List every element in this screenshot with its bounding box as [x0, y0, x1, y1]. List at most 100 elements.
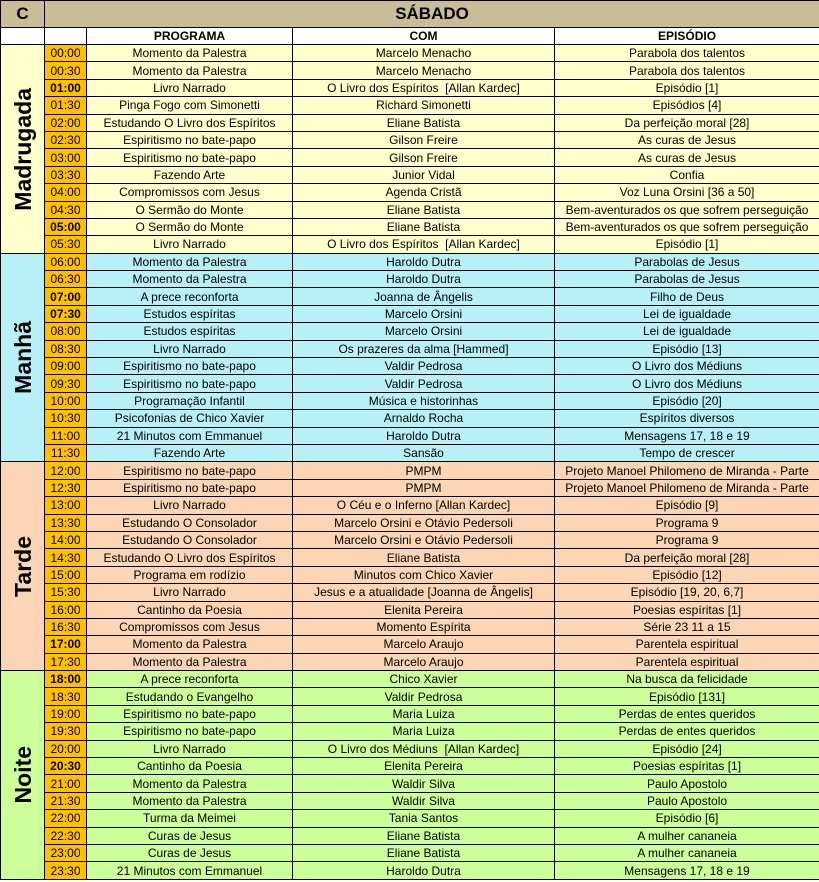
episodio-cell[interactable]: Poesias espíritas [1] [553, 600, 819, 619]
com-cell[interactable]: Maria Luiza [292, 722, 555, 741]
com-cell[interactable]: Junior Vidal [292, 165, 555, 185]
time-cell[interactable]: 07:30 [44, 304, 87, 324]
com-cell[interactable]: O Livro dos Espíritos [Allan Kardec] [292, 235, 555, 254]
com-cell[interactable]: Haroldo Dutra [292, 426, 555, 445]
time-cell[interactable]: 17:00 [44, 635, 87, 654]
com-cell[interactable]: Marcelo Araujo [292, 635, 555, 654]
com-cell[interactable]: Eliane Batista [292, 548, 555, 567]
episodio-cell[interactable]: As curas de Jesus [553, 130, 819, 150]
com-cell[interactable]: O Céu e o Inferno [Allan Kardec] [292, 496, 555, 515]
com-cell[interactable]: Eliane Batista [292, 826, 555, 845]
period-label-cell[interactable]: Noite [0, 670, 45, 880]
episodio-cell[interactable]: Série 23 11 a 15 [553, 617, 819, 637]
column-header-episodio[interactable]: EPISÓDIO [553, 27, 819, 45]
episodio-cell[interactable]: Parabolas de Jesus [553, 252, 819, 272]
episodio-cell[interactable]: Episódio [1] [553, 78, 819, 98]
com-cell[interactable]: O Livro dos Médiuns [Allan Kardec] [292, 739, 555, 759]
episodio-cell[interactable]: Episódio [1] [553, 235, 819, 254]
programa-cell[interactable]: Momento da Palestra [86, 43, 293, 63]
time-cell[interactable]: 06:00 [44, 252, 87, 272]
time-cell[interactable]: 14:00 [44, 530, 87, 550]
com-cell[interactable]: Elenita Pereira [292, 757, 555, 776]
time-cell[interactable]: 07:00 [44, 287, 87, 306]
programa-cell[interactable]: Estudando O Livro dos Espíritos [86, 113, 293, 132]
time-cell[interactable]: 20:30 [44, 757, 87, 776]
time-cell[interactable]: 05:00 [44, 217, 87, 237]
time-cell[interactable]: 22:00 [44, 809, 87, 828]
time-cell[interactable]: 04:30 [44, 200, 87, 219]
episodio-cell[interactable]: Episódio [19, 20, 6,7] [553, 583, 819, 602]
episodio-cell[interactable]: Da perfeição moral [28] [553, 113, 819, 132]
episodio-cell[interactable]: Paulo Apostolo [553, 774, 819, 793]
episodio-cell[interactable]: Episódio [24] [553, 739, 819, 759]
programa-cell[interactable]: 21 Minutos com Emmanuel [86, 861, 293, 880]
com-cell[interactable]: PMPM [292, 461, 555, 480]
time-cell[interactable]: 06:30 [44, 270, 87, 289]
column-header-com[interactable]: COM [292, 27, 555, 45]
time-cell[interactable]: 01:00 [44, 78, 87, 98]
com-cell[interactable]: Minutos com Chico Xavier [292, 565, 555, 585]
time-cell[interactable]: 19:30 [44, 722, 87, 741]
time-cell[interactable]: 22:30 [44, 826, 87, 845]
empty-header-cell[interactable] [0, 27, 45, 45]
time-cell[interactable]: 23:30 [44, 861, 87, 880]
time-cell[interactable]: 02:30 [44, 130, 87, 150]
episodio-cell[interactable]: Episódios [4] [553, 96, 819, 115]
episodio-cell[interactable]: Espíritos diversos [553, 409, 819, 428]
time-cell[interactable]: 00:00 [44, 43, 87, 63]
time-cell[interactable]: 15:00 [44, 565, 87, 585]
programa-cell[interactable]: Compromissos com Jesus [86, 183, 293, 202]
com-cell[interactable]: Haroldo Dutra [292, 270, 555, 289]
time-cell[interactable]: 03:00 [44, 148, 87, 167]
com-cell[interactable]: Eliane Batista [292, 113, 555, 132]
episodio-cell[interactable]: Projeto Manoel Philomeno de Miranda - Pa… [553, 478, 819, 498]
time-cell[interactable]: 03:30 [44, 165, 87, 185]
programa-cell[interactable]: Espiritismo no bate-papo [86, 704, 293, 724]
com-cell[interactable]: Marcelo Orsini e Otávio Pedersoli [292, 530, 555, 550]
episodio-cell[interactable]: Parabola dos talentos [553, 43, 819, 63]
episodio-cell[interactable]: Bem-aventurados os que sofrem perseguiçã… [553, 200, 819, 219]
programa-cell[interactable]: Programação Infantil [86, 391, 293, 411]
programa-cell[interactable]: Momento da Palestra [86, 652, 293, 672]
episodio-cell[interactable]: Poesias espíritas [1] [553, 757, 819, 776]
episodio-cell[interactable]: Na busca da felicidade [553, 670, 819, 689]
com-cell[interactable]: Música e historinhas [292, 391, 555, 411]
time-cell[interactable]: 04:00 [44, 183, 87, 202]
com-cell[interactable]: Waldir Silva [292, 791, 555, 811]
period-label-cell[interactable]: Manhã [0, 252, 45, 463]
programa-cell[interactable]: Fazendo Arte [86, 443, 293, 463]
com-cell[interactable]: Marcelo Menacho [292, 61, 555, 80]
time-cell[interactable]: 00:30 [44, 61, 87, 80]
com-cell[interactable]: Momento Espírita [292, 617, 555, 637]
episodio-cell[interactable]: A mulher cananeia [553, 843, 819, 863]
episodio-cell[interactable]: Programa 9 [553, 513, 819, 532]
episodio-cell[interactable]: Da perfeição moral [28] [553, 548, 819, 567]
time-cell[interactable]: 14:30 [44, 548, 87, 567]
time-cell[interactable]: 18:00 [44, 670, 87, 689]
programa-cell[interactable]: Compromissos com Jesus [86, 617, 293, 637]
com-cell[interactable]: PMPM [292, 478, 555, 498]
programa-cell[interactable]: Estudando O Consolador [86, 513, 293, 532]
programa-cell[interactable]: Espiritismo no bate-papo [86, 461, 293, 480]
episodio-cell[interactable]: Programa 9 [553, 530, 819, 550]
episodio-cell[interactable]: Voz Luna Orsini [36 a 50] [553, 183, 819, 202]
programa-cell[interactable]: Livro Narrado [86, 496, 293, 515]
column-header-programa[interactable]: PROGRAMA [86, 27, 293, 45]
episodio-cell[interactable]: As curas de Jesus [553, 148, 819, 167]
com-cell[interactable]: Eliane Batista [292, 217, 555, 237]
time-cell[interactable]: 15:30 [44, 583, 87, 602]
programa-cell[interactable]: Fazendo Arte [86, 165, 293, 185]
episodio-cell[interactable]: Episódio [131] [553, 687, 819, 706]
episodio-cell[interactable]: Parabola dos talentos [553, 61, 819, 80]
period-label-cell[interactable]: Madrugada [0, 44, 45, 254]
day-title[interactable]: SÁBADO [43, 0, 819, 28]
com-cell[interactable]: Marcelo Araujo [292, 652, 555, 672]
episodio-cell[interactable]: Episódio [9] [553, 496, 819, 515]
episodio-cell[interactable]: Lei de igualdade [553, 304, 819, 324]
corner-cell[interactable]: C [0, 0, 45, 28]
episodio-cell[interactable]: Mensagens 17, 18 e 19 [553, 426, 819, 445]
programa-cell[interactable]: Estudando O Livro dos Espíritos [86, 548, 293, 567]
time-cell[interactable]: 10:00 [44, 391, 87, 411]
programa-cell[interactable]: O Sermão do Monte [86, 200, 293, 219]
programa-cell[interactable]: Turma da Meimei [86, 809, 293, 828]
